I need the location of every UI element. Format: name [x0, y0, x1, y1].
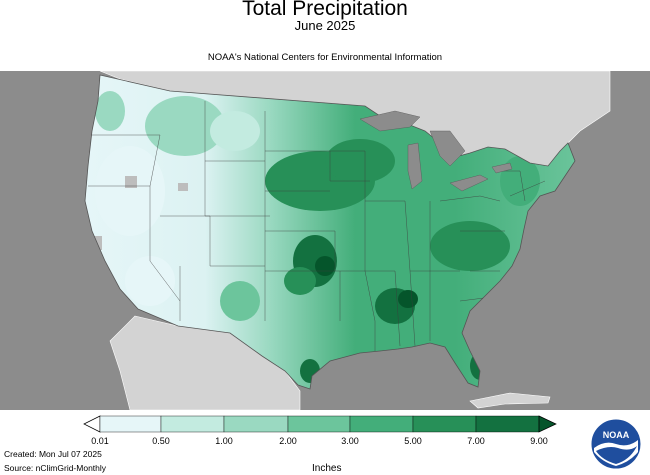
legend-swatch	[99, 415, 162, 433]
legend-swatch	[475, 415, 540, 433]
precipitation-map	[0, 71, 650, 410]
legend-tick-label: 5.00	[404, 436, 422, 446]
legend-swatch	[349, 415, 414, 433]
cuba-land	[469, 392, 551, 409]
noaa-logo-icon: NOAA	[590, 418, 642, 470]
legend-tick-label: 0.50	[152, 436, 170, 446]
legend-tick-label: 1.00	[215, 436, 233, 446]
map-credit: NOAA's National Centers for Environmenta…	[207, 52, 443, 63]
map-canvas	[84, 71, 611, 410]
legend-tick-label: 9.00	[530, 436, 548, 446]
logo-text: NOAA	[603, 430, 630, 440]
legend-tick-label: 2.00	[279, 436, 297, 446]
great-lakes	[359, 110, 513, 192]
legend-high-arrow	[538, 415, 557, 433]
legend-tick-label: 7.00	[467, 436, 485, 446]
legend-swatch	[412, 415, 477, 433]
legend-colorbar	[83, 415, 557, 433]
legend-units: Inches	[312, 463, 342, 474]
data-source: Source: nClimGrid-Monthly	[4, 463, 107, 473]
state-borders	[85, 101, 546, 351]
legend-swatch	[160, 415, 225, 433]
legend-swatch	[287, 415, 351, 433]
legend-tick-label: 3.00	[341, 436, 359, 446]
legend-low-arrow	[83, 415, 101, 433]
created-date: Created: Mon Jul 07 2025	[4, 449, 102, 459]
legend-tick-label: 0.01	[91, 436, 109, 446]
map-subtitle: June 2025	[294, 18, 356, 33]
legend-swatch	[223, 415, 289, 433]
map-title: Total Precipitation	[242, 0, 408, 20]
